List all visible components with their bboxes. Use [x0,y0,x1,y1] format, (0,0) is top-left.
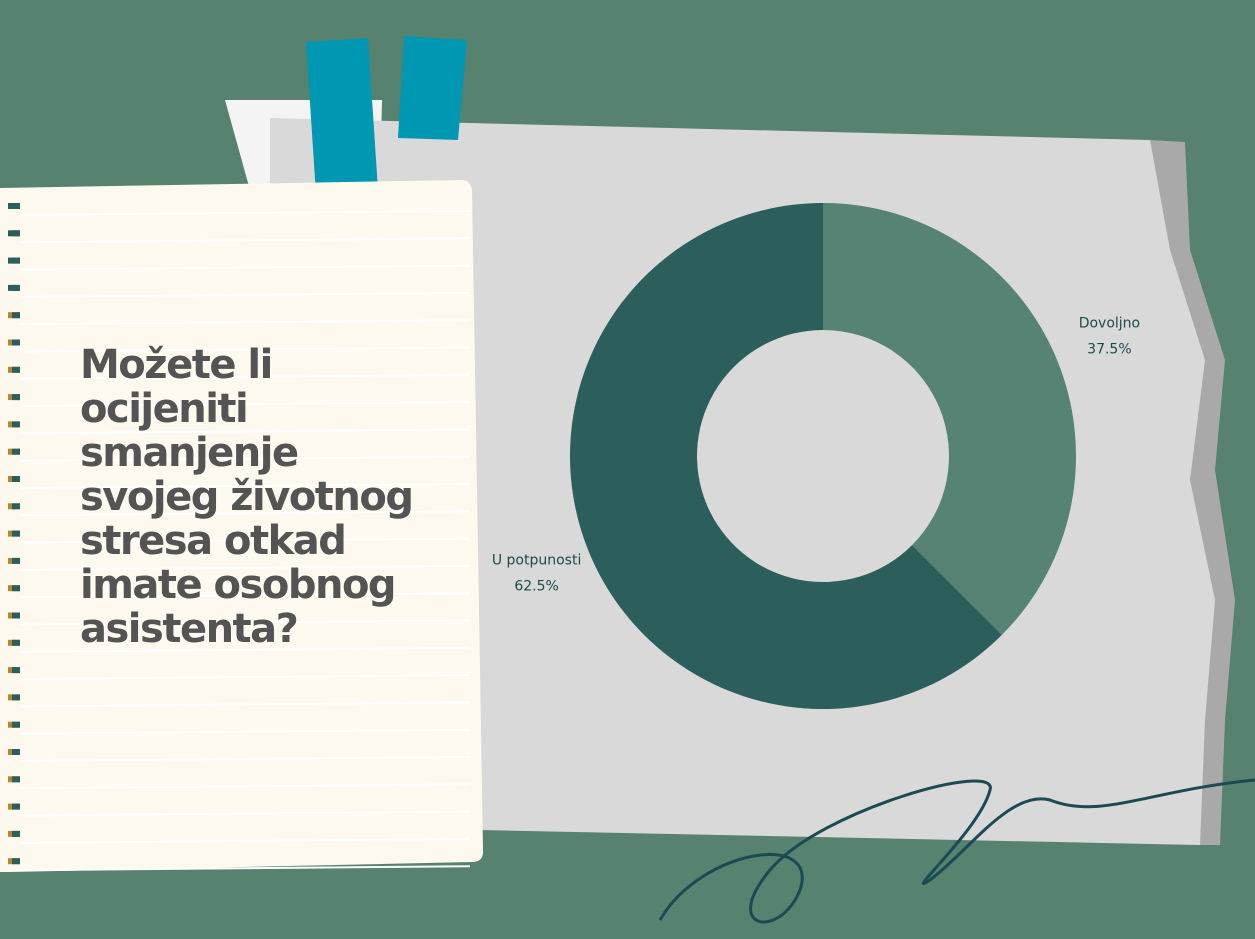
ring [12,749,20,755]
tape [398,36,467,140]
rule [19,510,471,517]
rule [19,319,471,326]
tape [306,38,378,194]
rule [19,783,471,790]
rule [19,564,471,571]
ring [12,312,20,319]
rule [19,237,471,244]
slice-label: U potpunosti [492,553,582,569]
ring [12,803,20,810]
ring [12,585,20,592]
notebook-lines [19,210,471,872]
binding [8,203,20,865]
ring [12,858,20,865]
donut-slice [570,203,1002,709]
ring [12,503,20,510]
chart-title: Možete li ocijeniti smanjenje svojeg živ… [80,342,414,652]
ring [12,257,20,264]
slice-label: Dovoljno [1079,315,1140,331]
ring [12,339,20,346]
rule [19,646,471,653]
rule [19,483,471,489]
value-label: 37.5% [1087,341,1131,357]
ring [12,230,20,237]
ring [12,448,20,455]
rule [19,592,471,599]
ring [12,639,20,646]
rule [19,346,471,353]
ring [12,394,20,401]
ring [12,830,20,837]
rule [19,674,471,681]
rule [19,837,471,844]
ring [12,284,20,291]
ring [12,694,20,701]
rule [19,210,471,216]
ring [12,667,20,674]
rule [19,810,471,817]
donut: Dovoljno 37.5% U potpunosti 62.5% [492,203,1140,709]
ring [12,776,20,783]
rule [19,291,471,298]
rule [19,401,471,408]
ring [12,366,20,373]
notebook [0,180,484,872]
ring [12,421,20,428]
ring [12,557,20,564]
rule [19,264,471,271]
value-label: 62.5% [514,579,558,595]
rule [19,455,471,462]
rule [19,428,471,435]
rule [19,865,471,872]
ring [12,203,20,209]
ring [12,530,20,537]
rule [19,728,471,735]
rule [19,756,471,762]
ring [12,612,20,619]
rule [19,701,471,708]
rule [19,619,471,626]
squiggle [658,778,1255,924]
rule [19,373,471,380]
ring [12,721,20,728]
rule [19,537,471,544]
donut-slice [823,203,1077,635]
ring [12,476,20,482]
